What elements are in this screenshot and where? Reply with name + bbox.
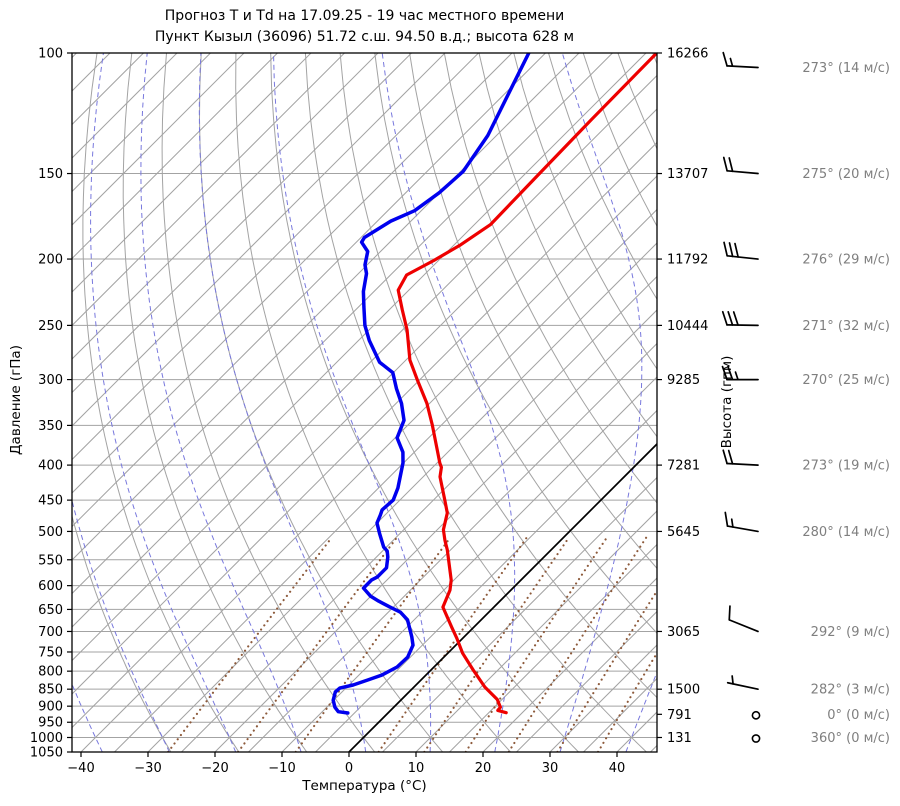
height-tick-label: 16266	[667, 47, 708, 62]
height-tick-label: 9285	[667, 373, 700, 388]
temperature-tick-label: 10	[408, 761, 425, 776]
wind-barb	[721, 365, 759, 381]
temperature-tick-label: 20	[475, 761, 492, 776]
height-tick-label: 10444	[667, 319, 708, 334]
wind-label: 282° (3 м/с)	[811, 683, 890, 698]
pressure-tick-label: 150	[38, 167, 63, 182]
wind-barb	[722, 156, 759, 175]
pressure-tick-label: 900	[38, 700, 63, 715]
dewpoint-curve	[331, 53, 531, 715]
pressure-tick-label: 200	[38, 253, 63, 268]
temperature-tick-label: 30	[542, 761, 559, 776]
wind-label: 276° (29 м/с)	[802, 253, 890, 268]
pressure-gridlines	[72, 173, 657, 738]
pressure-tick-label: 800	[38, 665, 63, 680]
pressure-tick-label: 750	[38, 645, 63, 660]
temperature-tick-label: −30	[134, 761, 161, 776]
wind-label: 360° (0 м/с)	[811, 731, 890, 746]
pressure-tick-label: 350	[38, 419, 63, 434]
pressure-tick-label: 500	[38, 525, 63, 540]
zero-isotherm	[348, 442, 657, 752]
pressure-tick-label: 700	[38, 625, 63, 640]
temperature-tick-label: −40	[67, 761, 94, 776]
temperature-tick-labels: −40 −30 −20 −10 0 10 20 30 40	[67, 752, 625, 776]
pressure-tick-label: 250	[38, 319, 63, 334]
wind-barbs: 273° (14 м/с) 275° (20 м/с) 276° (29 м/с) 2…	[721, 51, 890, 746]
wind-barb	[751, 710, 761, 720]
chart-title-line1: Прогноз Т и Td на 17.09.25 - 19 час мест…	[164, 8, 565, 24]
wind-barb	[726, 675, 759, 691]
temperature-axis-label: Температура (°C)	[302, 778, 427, 794]
pressure-tick-label: 1000	[30, 731, 63, 746]
mixing-ratio-lines	[167, 536, 657, 752]
height-tick-label: 3065	[667, 625, 700, 640]
temperature-curve	[396, 53, 657, 715]
wind-label: 273° (19 м/с)	[802, 459, 890, 474]
dry-adiabat-lines	[72, 53, 657, 752]
pressure-tick-label: 650	[38, 603, 63, 618]
pressure-tick-label: 400	[38, 459, 63, 474]
wind-barb	[722, 449, 759, 466]
pressure-tick-label: 550	[38, 553, 63, 568]
wind-label: 0° (0 м/с)	[827, 708, 890, 723]
temperature-tick-label: −10	[268, 761, 295, 776]
wind-barb	[751, 734, 761, 743]
wind-label: 280° (14 м/с)	[802, 525, 890, 540]
wind-barb	[721, 310, 759, 327]
chart-title-block: Прогноз Т и Td на 17.09.25 - 19 час мест…	[72, 6, 657, 48]
wind-barb	[722, 51, 759, 69]
wind-label: 275° (20 м/с)	[802, 167, 890, 182]
wind-label: 271° (32 м/с)	[802, 319, 890, 334]
wind-barb	[728, 605, 759, 633]
height-tick-labels: 16266 13707 11792 10444 9285 7281 5645 3065 1500…	[657, 47, 708, 746]
pressure-tick-label: 300	[38, 373, 63, 388]
wind-label: 270° (25 м/с)	[802, 373, 890, 388]
chart-title-line2: Пункт Кызыл (36096) 51.72 с.ш. 94.50 в.д…	[154, 29, 575, 45]
height-tick-label: 5645	[667, 525, 700, 540]
isotherm-lines	[72, 53, 657, 752]
pressure-tick-label: 100	[38, 47, 63, 62]
wind-barb	[724, 511, 759, 533]
pressure-tick-labels: 100 150 200 250 300 350 400 450 500 550 600 650 700 7…	[30, 47, 72, 761]
pressure-tick-label: 450	[38, 494, 63, 509]
temperature-tick-label: 0	[345, 761, 353, 776]
height-tick-label: 131	[667, 731, 692, 746]
pressure-tick-label: 850	[38, 683, 63, 698]
moist-adiabat-lines	[72, 53, 657, 752]
temperature-tick-label: 40	[609, 761, 626, 776]
pressure-tick-label: 1050	[30, 746, 63, 761]
pressure-tick-label: 600	[38, 579, 63, 594]
height-tick-label: 1500	[667, 683, 700, 698]
wind-label: 273° (14 м/с)	[802, 61, 890, 76]
plot-frame	[71, 52, 658, 753]
pressure-tick-label: 950	[38, 716, 63, 731]
height-tick-label: 791	[667, 708, 692, 723]
temperature-tick-label: −20	[201, 761, 228, 776]
wind-barb	[723, 241, 759, 260]
height-tick-label: 7281	[667, 459, 700, 474]
height-tick-label: 11792	[667, 253, 708, 268]
height-tick-label: 13707	[667, 167, 708, 182]
wind-label: 292° (9 м/с)	[811, 625, 890, 640]
